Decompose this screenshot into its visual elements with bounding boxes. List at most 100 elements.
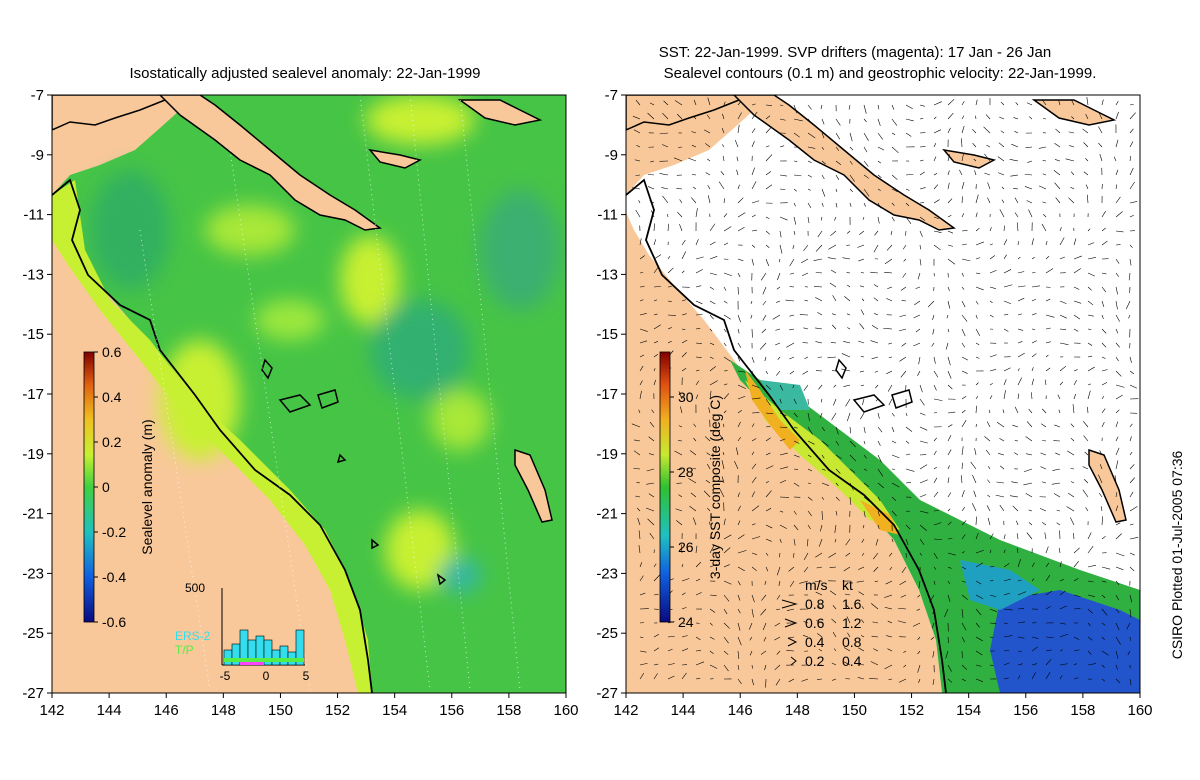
sla-colorbar bbox=[83, 351, 95, 623]
left-lon-label-154: 154 bbox=[382, 702, 407, 719]
left-lat-label--9: -9 bbox=[31, 147, 44, 164]
left-lat-label--21: -21 bbox=[22, 506, 44, 523]
histogram-xtick-5: 5 bbox=[303, 669, 310, 683]
sla-colorbar-tick-label-6: -0.6 bbox=[102, 614, 126, 630]
velocity-legend-arrow-0 bbox=[781, 599, 798, 609]
sst-colorbar-tick-label-0: 30 bbox=[678, 389, 694, 405]
plot-credit: CSIRO Plotted 01-Jul-2005 07:36 bbox=[1169, 451, 1185, 660]
sla-colorbar-ticks: 0.6 0.4 0.2 0 -0.2 -0.4 -0.6 bbox=[94, 344, 126, 630]
right-lat-label--11: -11 bbox=[597, 207, 618, 224]
coral-sea-islands bbox=[835, 358, 913, 413]
right-lat-label--9: -9 bbox=[605, 147, 618, 164]
right-lon-label-156: 156 bbox=[1013, 702, 1038, 719]
right-panel-title-line1: SST: 22-Jan-1999. SVP drifters (magenta)… bbox=[659, 44, 1051, 61]
velocity-legend-kt-2: 0.8 bbox=[842, 634, 862, 650]
ocean-no-data bbox=[626, 95, 1140, 693]
velocity-legend-header-kt: kt bbox=[842, 577, 853, 593]
right-lat-label--23: -23 bbox=[596, 565, 618, 582]
sla-colorbar-tick-label-5: -0.4 bbox=[102, 569, 126, 585]
new-caledonia bbox=[1088, 448, 1127, 523]
right-lat-label--15: -15 bbox=[596, 326, 618, 343]
sst-colorbar-label: 3-day SST composite (deg C) bbox=[707, 395, 723, 579]
sst-colorbar-ticks: 30 28 26 24 bbox=[670, 389, 694, 630]
sst-colorbar bbox=[659, 351, 671, 623]
sla-colorbar-tick-label-0: 0.6 bbox=[102, 344, 122, 360]
sst-colorbar-tick-label-3: 24 bbox=[678, 614, 694, 630]
right-lon-label-160: 160 bbox=[1127, 702, 1152, 719]
velocity-legend-ms-3: 0.2 bbox=[805, 653, 825, 669]
sst-map bbox=[626, 95, 1140, 693]
papuan-peninsula bbox=[732, 95, 956, 231]
histogram-xtick-0: 0 bbox=[263, 669, 270, 683]
velocity-legend-header-ms: m/s bbox=[805, 577, 828, 593]
track-histogram: 500 -5 0 5 ERS-2 T/P bbox=[175, 581, 310, 683]
solomon-island-2 bbox=[368, 148, 423, 169]
right-lat-label--21: -21 bbox=[596, 506, 618, 523]
histogram-legend-ers2: ERS-2 bbox=[175, 629, 211, 643]
left-axes: 142 144 146 148 150 152 154 156 158 160 -7 -9 -11 -13… bbox=[22, 87, 578, 719]
histogram-bars bbox=[223, 629, 305, 666]
right-lat-label--27: -27 bbox=[596, 685, 618, 702]
new-guinea-landmass bbox=[52, 95, 181, 131]
new-caledonia bbox=[514, 448, 553, 523]
left-lon-label-150: 150 bbox=[268, 702, 293, 719]
sla-anomaly-blobs bbox=[90, 95, 560, 593]
right-lon-label-158: 158 bbox=[1070, 702, 1095, 719]
velocity-legend-kt-3: 0.4 bbox=[842, 653, 862, 669]
left-lat-label--17: -17 bbox=[22, 386, 44, 403]
right-lat-label--17: -17 bbox=[596, 386, 618, 403]
left-lat-label--25: -25 bbox=[22, 625, 44, 642]
velocity-legend-ms-1: 0.6 bbox=[805, 615, 825, 631]
velocity-legend-arrow-2 bbox=[787, 637, 798, 647]
right-lat-label--25: -25 bbox=[596, 625, 618, 642]
sst-colorbar-tick-label-2: 26 bbox=[678, 539, 694, 555]
right-lat-label--7: -7 bbox=[605, 87, 618, 104]
histogram-xtick-neg5: -5 bbox=[220, 669, 231, 683]
sla-colorbar-tick-label-2: 0.2 bbox=[102, 434, 122, 450]
histogram-legend-tp: T/P bbox=[175, 643, 194, 657]
velocity-legend-kt-1: 1.2 bbox=[842, 615, 862, 631]
sla-colorbar-tick-label-4: -0.2 bbox=[102, 524, 126, 540]
right-lon-label-148: 148 bbox=[785, 702, 810, 719]
right-lon-label-152: 152 bbox=[899, 702, 924, 719]
altimeter-tracks bbox=[139, 95, 521, 691]
left-lat-label--19: -19 bbox=[22, 446, 44, 463]
right-lon-label-146: 146 bbox=[728, 702, 753, 719]
sst-composite-patches bbox=[730, 360, 1140, 693]
left-lat-label--27: -27 bbox=[22, 685, 44, 702]
left-lon-label-144: 144 bbox=[97, 702, 122, 719]
sst-colorbar-tick-label-1: 28 bbox=[678, 464, 694, 480]
australia-coastline bbox=[626, 178, 947, 693]
sla-colorbar-tick-label-1: 0.4 bbox=[102, 389, 122, 405]
sla-map bbox=[52, 95, 566, 693]
velocity-legend-kt-0: 1.6 bbox=[842, 596, 862, 612]
papuan-peninsula bbox=[158, 95, 382, 231]
right-lat-label--13: -13 bbox=[596, 266, 618, 283]
sla-colorbar-label: Sealevel anomaly (m) bbox=[139, 419, 155, 554]
coastal-shelf-band bbox=[52, 180, 372, 693]
left-lat-label--23: -23 bbox=[22, 565, 44, 582]
left-lat-label--11: -11 bbox=[23, 207, 44, 224]
left-lat-label--7: -7 bbox=[31, 87, 44, 104]
right-axes: 142 144 146 148 150 152 154 156 158 160 -7 -9 -11 -13… bbox=[596, 87, 1152, 719]
solomon-island-1 bbox=[457, 99, 543, 126]
left-lon-label-152: 152 bbox=[325, 702, 350, 719]
new-guinea-landmass bbox=[626, 95, 755, 131]
left-lon-label-142: 142 bbox=[39, 702, 64, 719]
left-lat-label--13: -13 bbox=[22, 266, 44, 283]
left-lon-label-148: 148 bbox=[211, 702, 236, 719]
left-panel-title: Isostatically adjusted sealevel anomaly:… bbox=[129, 65, 480, 82]
coral-sea-islands bbox=[261, 358, 447, 586]
right-lat-label--19: -19 bbox=[596, 446, 618, 463]
right-lon-label-154: 154 bbox=[956, 702, 981, 719]
velocity-legend-ms-2: 0.4 bbox=[805, 634, 825, 650]
right-panel-title-line2: Sealevel contours (0.1 m) and geostrophi… bbox=[664, 65, 1097, 82]
left-lon-label-158: 158 bbox=[496, 702, 521, 719]
velocity-legend: m/s kt 0.8 1.6 0.6 1.2 0.4 0.8 0.2 0.4 bbox=[781, 577, 862, 669]
right-lon-label-150: 150 bbox=[842, 702, 867, 719]
geostrophic-velocity-vectors bbox=[631, 97, 1139, 688]
histogram-ymax-label: 500 bbox=[185, 581, 205, 595]
left-lon-label-156: 156 bbox=[439, 702, 464, 719]
velocity-legend-ms-0: 0.8 bbox=[805, 596, 825, 612]
solomon-island-2 bbox=[942, 148, 997, 169]
